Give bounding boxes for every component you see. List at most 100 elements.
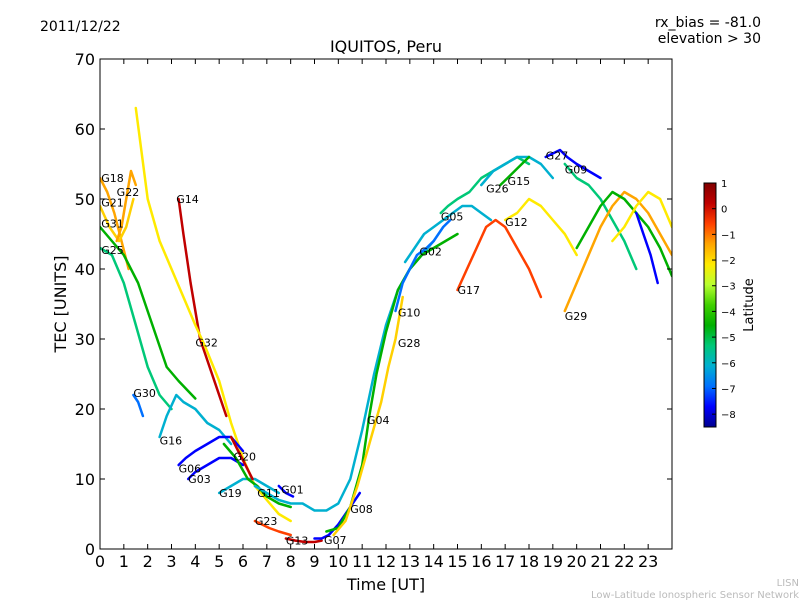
prn-label-g21: G21 [101,197,124,210]
series-line-g28 [332,295,404,537]
x-tick-label: 6 [238,552,248,571]
x-tick-label: 19 [543,552,563,571]
chart-title: IQUITOS, Peru [330,37,442,56]
prn-label-g20: G20 [233,451,256,464]
prn-label-g01: G01 [281,484,304,497]
y-axis: 0 10 20 30 40 50 60 70 [75,50,672,559]
x-tick-label: 10 [328,552,348,571]
prn-label-g13: G13 [286,535,309,548]
series-line-g27 [544,148,602,180]
x-tick-label: 5 [214,552,224,571]
prn-label-g03: G03 [188,473,211,486]
colorbar-tick-label: −4 [721,307,736,318]
colorbar: 1 0 −1 −2 −3 −4 −5 −6 −7 −8 Latitude [703,179,757,428]
prn-label-g28: G28 [398,337,421,350]
series-line-g02 [403,204,493,264]
prn-label-g04: G04 [367,414,390,427]
colorbar-tick-label: −1 [721,230,736,241]
x-tick-label: 7 [262,552,272,571]
prn-label-g25: G25 [101,244,124,257]
x-axis-label: Time [UT] [346,575,425,594]
prn-label-g07: G07 [324,534,347,547]
x-tick-label: 1 [119,552,129,571]
series-line-g25 [100,246,173,411]
series-line-g31 [100,225,197,400]
x-tick-label: 12 [376,552,396,571]
x-tick-label: 8 [286,552,296,571]
prn-label-g06: G06 [179,463,202,476]
series-line-g13 [284,537,323,544]
series-line-g03 [186,456,245,481]
series-line-g17 [456,218,543,299]
y-tick-label: 20 [75,400,95,419]
prn-label-g31: G31 [101,218,124,231]
prn-label-g32: G32 [195,337,218,350]
colorbar-label: Latitude [742,278,757,332]
prn-label-g11: G11 [257,487,280,500]
series-line-g21 [100,197,135,243]
prn-label-g09: G09 [565,164,588,177]
x-tick-label: 15 [447,552,467,571]
series-line-g14 [177,197,228,418]
series-line-g22 [115,169,138,243]
x-tick-label: 21 [590,552,610,571]
series-line-g30 [132,393,145,418]
series-line-g35 [635,211,659,285]
x-tick-label: 23 [638,552,658,571]
prn-label-g12: G12 [505,216,528,229]
prn-label-g23: G23 [255,515,278,528]
colorbar-tick-label: −7 [721,384,736,395]
prn-label-g16: G16 [160,435,183,448]
y-tick-label: 30 [75,330,95,349]
colorbar-tick-label: −8 [721,410,736,421]
y-tick-label: 50 [75,190,95,209]
x-axis: 0 1 2 3 4 5 6 7 8 9 10 11 12 13 14 15 16 17 18 19 20 21 22 23 [95,59,658,571]
series-line-g09 [563,162,638,271]
prn-label-g05: G05 [441,211,464,224]
footer-network: Low-Latitude Ionospheric Sensor Network [591,590,799,600]
series-line-g23 [253,519,292,537]
prn-label-g02: G02 [419,246,442,259]
x-tick-label: 0 [95,552,105,571]
y-tick-label: 60 [75,120,95,139]
x-tick-label: 22 [614,552,634,571]
prn-label-g22: G22 [117,186,140,199]
prn-label-g17: G17 [458,284,481,297]
x-tick-label: 3 [166,552,176,571]
colorbar-ticks: 1 0 −1 −2 −3 −4 −5 −6 −7 −8 [712,179,736,421]
colorbar-tick-label: 0 [721,205,727,216]
rx-bias-label: rx_bias = -81.0 [655,15,761,31]
series-line-g34 [611,190,672,243]
footer-lisn: LISN [777,578,799,589]
prn-label-g18: G18 [101,172,124,185]
series-line-g26 [480,155,555,187]
y-tick-label: 40 [75,260,95,279]
series-line-g16 [158,393,233,446]
colorbar-tick-label: −6 [721,359,736,370]
x-tick-label: 11 [352,552,372,571]
prn-label-g14: G14 [176,193,199,206]
x-tick-label: 18 [519,552,539,571]
colorbar-tick-label: −2 [721,256,736,267]
series-line-g20 [229,435,254,481]
prn-label-g08: G08 [350,503,373,516]
prn-label-g30: G30 [133,387,156,400]
series-line-g24 [575,190,672,278]
colorbar-gradient [703,182,717,428]
colorbar-tick-label: 1 [721,179,727,190]
series-line-g12 [503,197,578,257]
prn-label-g26: G26 [486,183,509,196]
series-line-g10 [394,218,452,313]
x-tick-label: 9 [309,552,319,571]
x-tick-label: 16 [471,552,491,571]
date-label: 2011/12/22 [40,19,121,35]
y-axis-label: TEC [UNITS] [51,256,70,354]
series-line-g15 [499,155,531,187]
y-tick-label: 10 [75,470,95,489]
prn-label-g29: G29 [565,310,588,323]
x-tick-label: 2 [143,552,153,571]
series-line-g07 [253,239,435,512]
elevation-label: elevation > 30 [658,31,761,47]
